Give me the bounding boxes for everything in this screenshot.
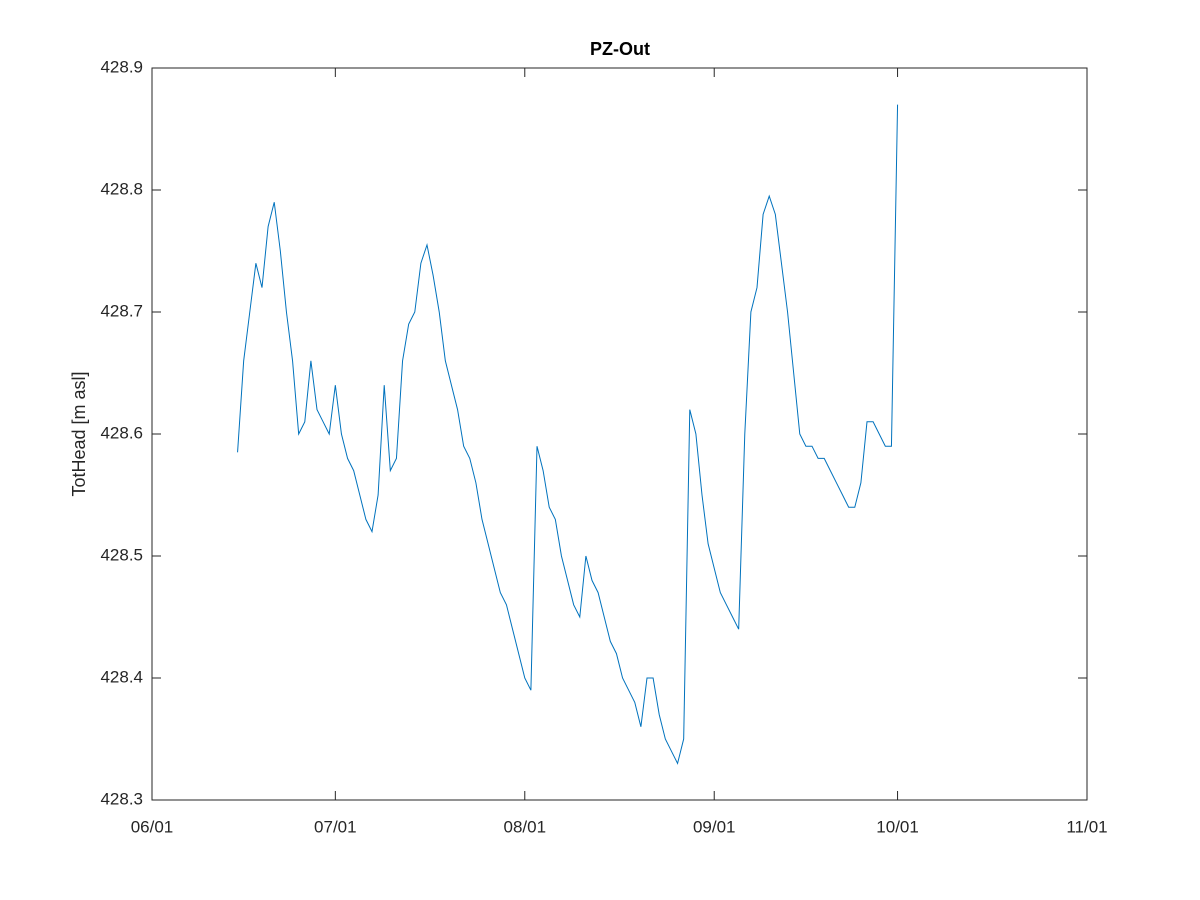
x-tick-label: 07/01	[314, 817, 357, 836]
y-axis-label: TotHead [m asl]	[69, 371, 89, 496]
y-tick-label: 428.6	[100, 423, 143, 442]
x-tick-label: 08/01	[504, 817, 547, 836]
y-tick-label: 428.9	[100, 57, 143, 76]
data-line	[237, 104, 899, 765]
y-tick-label: 428.4	[100, 667, 143, 686]
chart-title: PZ-Out	[590, 39, 650, 59]
y-tick-label: 428.5	[100, 545, 143, 564]
x-tick-label: 11/01	[1066, 817, 1107, 836]
y-tick-label: 428.7	[100, 301, 143, 320]
y-tick-label: 428.8	[100, 179, 143, 198]
plot-box	[151, 67, 1088, 801]
x-tick-label: 10/01	[876, 817, 919, 836]
x-tick-label: 09/01	[693, 817, 736, 836]
x-tick-label: 06/01	[131, 817, 174, 836]
y-tick-label: 428.3	[100, 789, 143, 808]
